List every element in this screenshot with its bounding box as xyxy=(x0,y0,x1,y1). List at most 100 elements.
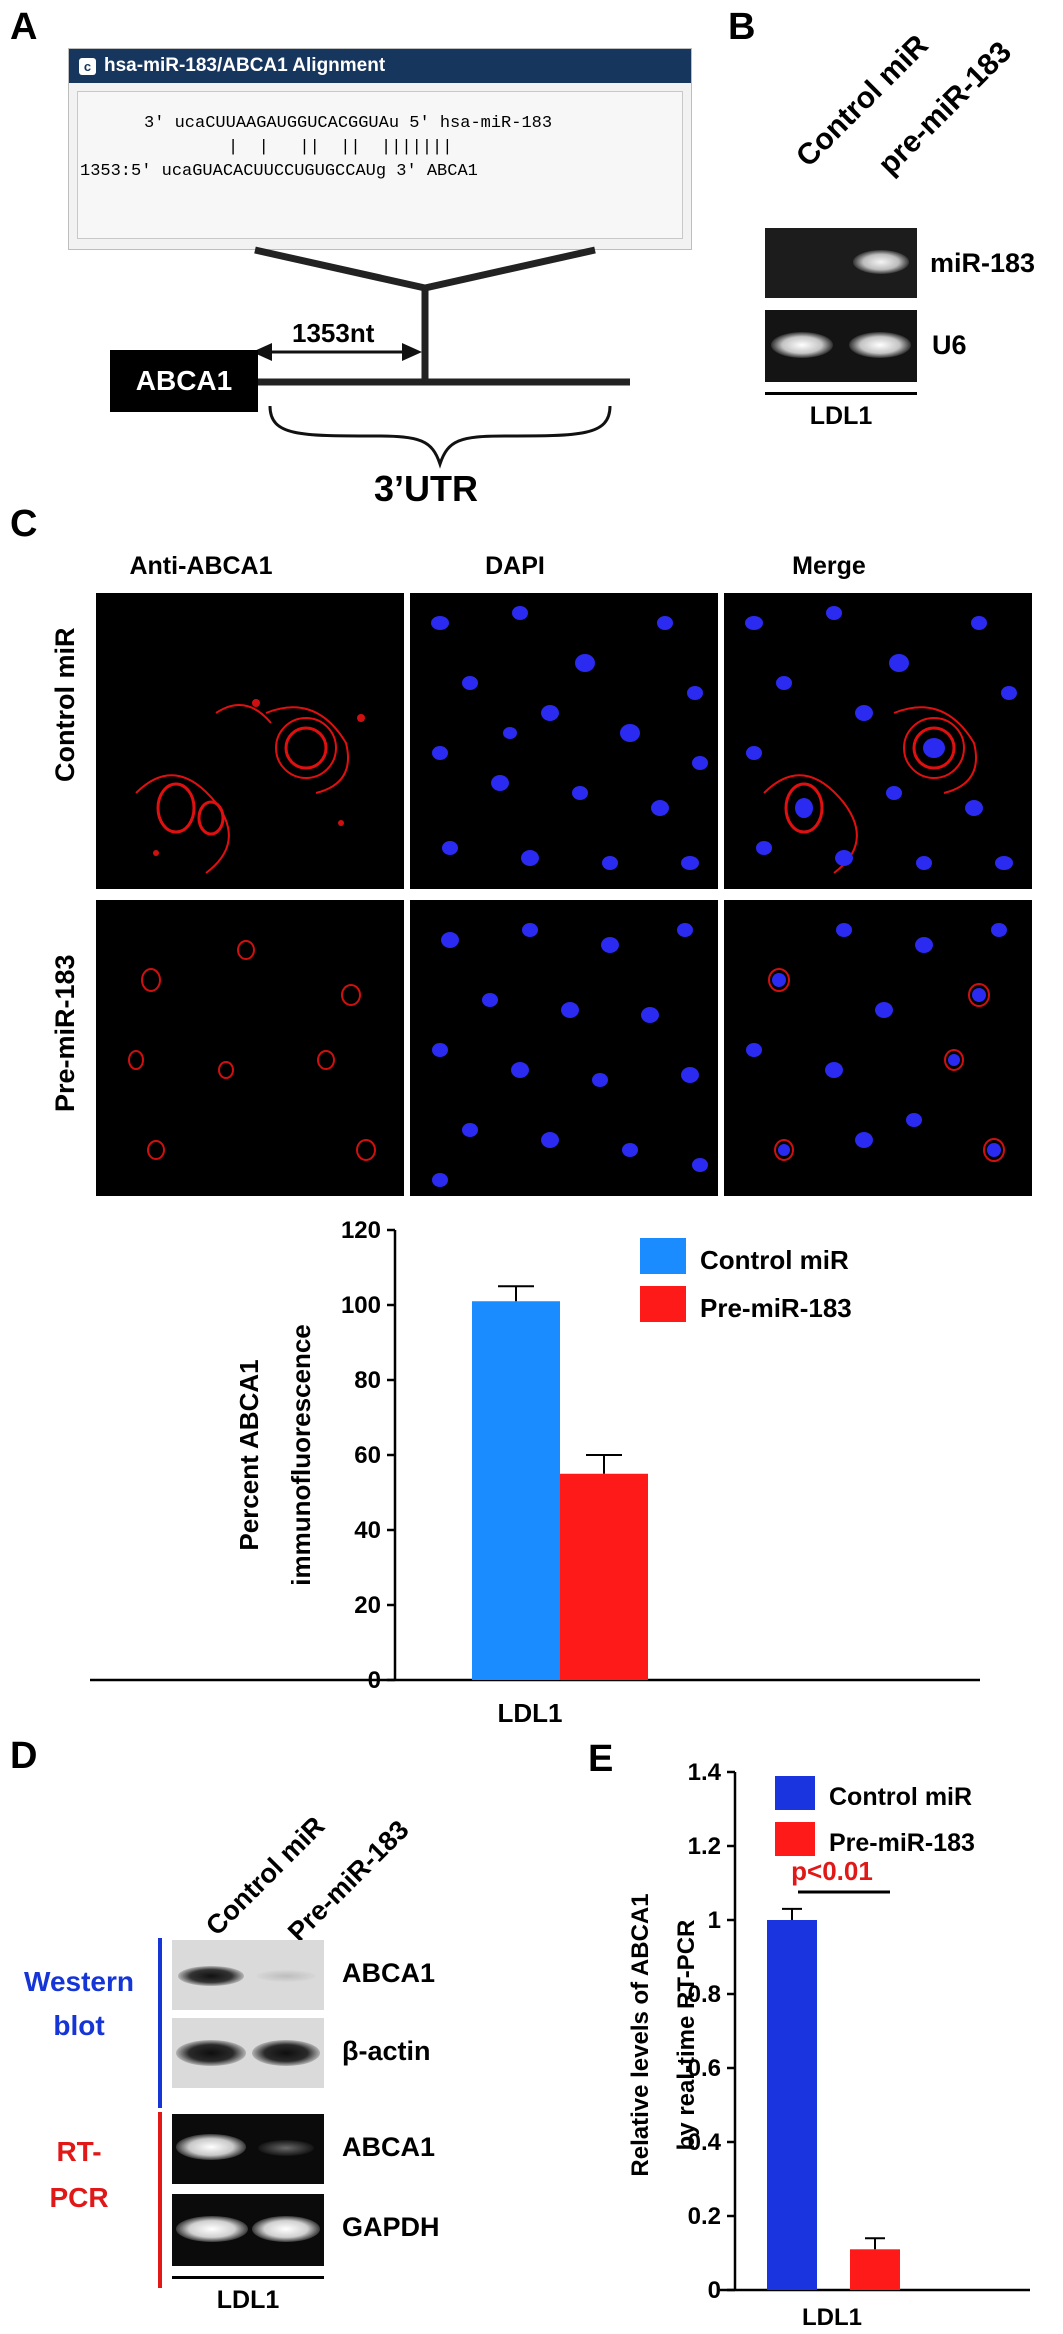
panel-d-row-label-gapdh: GAPDH xyxy=(342,2212,440,2242)
column-label-anti-abca1: Anti-ABCA1 xyxy=(129,552,273,580)
target-sequence: 1353:5' ucaGUACACUUCCUGUGCCAUg 3' ABCA1 xyxy=(80,162,478,181)
abca1-stain-image xyxy=(128,940,376,1161)
panel-d-underline xyxy=(172,2276,324,2279)
alignment-logo-icon: c xyxy=(79,57,96,75)
group-label-pcr: PCR xyxy=(49,2182,109,2213)
micrograph-pre-anti-abca1 xyxy=(96,900,404,1196)
gel-band xyxy=(252,2216,320,2242)
y-axis-label: by real-time RT-PCR xyxy=(673,1920,700,2151)
row-label-control-mir: Control miR xyxy=(50,627,80,783)
gel-band xyxy=(176,2216,248,2242)
legend-label: Pre-miR-183 xyxy=(829,1829,975,1857)
panel-d-letter: D xyxy=(10,1735,38,1777)
utr-label: 3’UTR xyxy=(374,468,479,509)
y-axis-label: Percent ABCA1 xyxy=(234,1359,264,1550)
panel-d-cell-line: LDL1 xyxy=(216,2286,280,2314)
alignment-title: hsa-miR-183/ABCA1 Alignment xyxy=(104,55,386,76)
abca1-stain-image xyxy=(135,699,365,874)
gel-band xyxy=(771,332,833,358)
row-label-pre-mir183: Pre-miR-183 xyxy=(50,954,80,1112)
dapi-stain-image xyxy=(432,923,708,1187)
blot-band xyxy=(176,2040,246,2066)
x-axis-label: LDL1 xyxy=(498,1698,563,1728)
legend-label: Control miR xyxy=(700,1245,849,1275)
y-axis-label: Relative levels of ABCA1 xyxy=(627,1893,654,2176)
bar xyxy=(472,1301,560,1680)
y-tick-label: 0 xyxy=(708,2277,721,2304)
y-tick-label: 100 xyxy=(341,1292,381,1319)
western-abca1-blot xyxy=(172,1940,324,2010)
blot-band xyxy=(178,1966,244,1986)
merge-image xyxy=(746,923,1007,1162)
y-tick-label: 60 xyxy=(354,1442,381,1469)
alignment-text-area: 3' ucaCUUAAGAUGGUCACGGUAu 5' hsa-miR-183… xyxy=(77,91,683,239)
distance-label: 1353nt xyxy=(292,318,375,348)
micrograph-pre-merge xyxy=(724,900,1032,1196)
legend-swatch xyxy=(640,1286,686,1322)
legend-label: Pre-miR-183 xyxy=(700,1293,852,1323)
blot-band xyxy=(256,1970,316,1982)
x-axis-label: LDL1 xyxy=(802,2304,862,2330)
rtpcr-gapdh-gel xyxy=(172,2194,324,2266)
alignment-title-bar: c hsa-miR-183/ABCA1 Alignment xyxy=(69,49,691,83)
utr-diagram xyxy=(250,246,630,469)
micrograph-control-dapi xyxy=(410,593,718,889)
dapi-stain-image xyxy=(431,606,708,870)
group-label-rt: RT- xyxy=(56,2136,102,2167)
micrograph-control-merge xyxy=(724,593,1032,889)
panel-a-letter: A xyxy=(10,6,38,48)
panel-b-row-label-u6: U6 xyxy=(932,330,967,360)
bar xyxy=(850,2249,900,2290)
micrograph-pre-dapi xyxy=(410,900,718,1196)
legend-swatch xyxy=(640,1238,686,1274)
blot-band xyxy=(252,2040,320,2066)
rtpcr-bracket xyxy=(158,2112,162,2288)
panel-e-letter: E xyxy=(588,1738,614,1780)
gel-band xyxy=(849,332,911,358)
y-tick-label: 80 xyxy=(354,1367,381,1394)
abca1-gene-box: ABCA1 xyxy=(110,350,258,412)
panel-c-bar-chart: 0 20 40 60 80 100 120 Percent ABCA1 immunofluore… xyxy=(90,1217,980,1728)
alignment-box: c hsa-miR-183/ABCA1 Alignment 3' ucaCUUA… xyxy=(68,48,692,250)
legend-label: Control miR xyxy=(829,1783,972,1811)
gel-band xyxy=(258,2140,314,2156)
column-label-merge: Merge xyxy=(792,552,866,580)
column-label-dapi: DAPI xyxy=(485,552,545,580)
y-tick-label: 0 xyxy=(368,1667,381,1694)
group-label-blot: blot xyxy=(53,2010,105,2041)
y-axis-label: immunofluorescence xyxy=(286,1324,316,1586)
group-label-western: Western xyxy=(24,1966,134,1997)
panel-d-row-label-actin: β-actin xyxy=(342,2036,431,2066)
bar xyxy=(560,1473,648,1680)
mirna-sequence: 3' ucaCUUAAGAUGGUCACGGUAu 5' hsa-miR-183 xyxy=(144,114,553,133)
panel-d-row-label-abca1-rtpcr: ABCA1 xyxy=(342,2132,436,2162)
gel-band xyxy=(176,2134,246,2160)
pairing-bars: | | || || ||||||| xyxy=(228,138,453,157)
panel-c-letter: C xyxy=(10,503,38,545)
panel-b-row-label-mir183: miR-183 xyxy=(930,248,1036,278)
y-tick-label: 20 xyxy=(354,1592,381,1619)
y-tick-label: 120 xyxy=(341,1217,381,1244)
legend-swatch xyxy=(775,1822,815,1856)
panel-e-bar-chart: 0 0.2 0.4 0.6 0.8 1 1.2 1.4 Relative levels of A… xyxy=(627,1759,1030,2330)
bar xyxy=(767,1920,817,2290)
rtpcr-abca1-gel xyxy=(172,2114,324,2184)
y-tick-label: 1.2 xyxy=(688,1833,721,1860)
y-tick-label: 0.6 xyxy=(688,2055,721,2082)
abca1-gene-label: ABCA1 xyxy=(135,365,233,396)
gel-band xyxy=(853,250,909,274)
y-tick-label: 0.8 xyxy=(688,1981,721,2008)
panel-b-underline xyxy=(765,392,917,395)
panel-b-letter: B xyxy=(728,6,756,48)
panel-b-cell-line: LDL1 xyxy=(809,402,873,430)
panel-b-mir183-gel xyxy=(765,228,917,298)
western-blot-bracket xyxy=(158,1938,162,2108)
y-tick-label: 1.4 xyxy=(688,1759,722,1786)
y-tick-label: 40 xyxy=(354,1517,381,1544)
micrograph-control-anti-abca1 xyxy=(96,593,404,889)
y-tick-label: 0.4 xyxy=(688,2129,722,2156)
significance-label: p<0.01 xyxy=(791,1856,873,1886)
panel-d-row-label-abca1-western: ABCA1 xyxy=(342,1958,436,1988)
y-tick-label: 0.2 xyxy=(688,2203,721,2230)
panel-b-u6-gel xyxy=(765,310,917,382)
